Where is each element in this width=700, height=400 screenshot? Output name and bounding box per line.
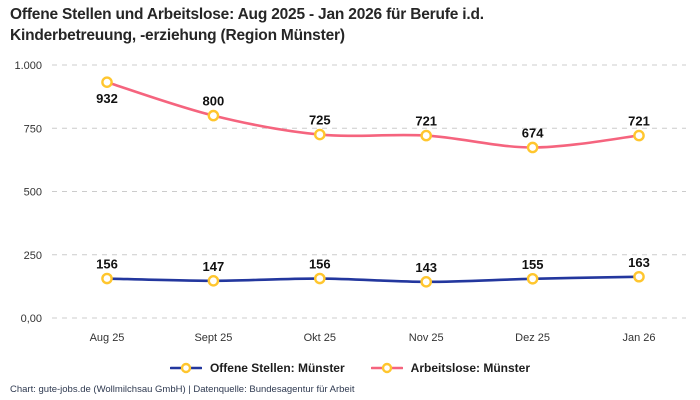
y-tick-label: 0,00 <box>21 313 42 325</box>
y-tick-label: 250 <box>24 250 42 262</box>
y-tick-label: 1.000 <box>14 60 42 72</box>
chart-title: Offene Stellen und Arbeitslose: Aug 2025… <box>10 4 610 46</box>
data-point-marker[interactable] <box>207 275 220 287</box>
chart-title-line1: Offene Stellen und Arbeitslose: Aug 2025… <box>10 6 484 23</box>
data-point-label: 163 <box>628 255 650 270</box>
series-line-0 <box>105 275 641 284</box>
x-tick-label: Okt 25 <box>304 332 336 344</box>
data-point-label: 156 <box>309 257 331 272</box>
data-point-label: 932 <box>96 91 118 106</box>
x-tick-label: Nov 25 <box>409 332 444 344</box>
data-point-marker[interactable] <box>313 128 326 141</box>
data-point-label: 147 <box>203 259 225 274</box>
data-point-marker[interactable] <box>207 109 220 122</box>
x-tick-label: Dez 25 <box>515 332 550 344</box>
legend-label-arbeitslose: Arbeitslose: Münster <box>410 361 531 375</box>
data-point-label: 721 <box>415 114 437 129</box>
data-point-label: 725 <box>309 113 331 128</box>
legend: Offene Stellen: Münster Arbeitslose: Mün… <box>0 359 700 377</box>
data-point-marker[interactable] <box>633 129 645 142</box>
x-tick-label: Jan 26 <box>622 332 655 344</box>
data-point-label: 674 <box>522 125 544 140</box>
offene-stellen-swatch-icon <box>169 362 202 374</box>
x-tick-label: Aug 25 <box>90 332 125 344</box>
data-point-marker[interactable] <box>526 141 539 154</box>
y-tick-label: 750 <box>24 123 42 135</box>
series-line-1 <box>105 80 641 149</box>
chart-title-line2: Kinderbetreuung, -erziehung (Region Müns… <box>10 27 345 44</box>
data-point-marker[interactable] <box>526 272 539 285</box>
data-point-marker[interactable] <box>420 276 433 288</box>
line-chart-plot-area: 0,00 250 500 750 1.000 Aug 25 Sept 25 Okt 25 Nov… <box>14 60 686 344</box>
data-point-label: 721 <box>628 114 650 129</box>
data-point-marker[interactable] <box>101 76 113 89</box>
x-tick-label: Sept 25 <box>194 332 232 344</box>
legend-label-offene-stellen: Offene Stellen: Münster <box>209 361 345 375</box>
data-point-label: 156 <box>96 257 118 272</box>
data-point-marker[interactable] <box>420 129 433 142</box>
data-point-label: 143 <box>415 260 437 275</box>
data-point-marker[interactable] <box>633 270 645 283</box>
data-point-marker[interactable] <box>313 272 326 285</box>
data-point-label: 800 <box>203 94 225 109</box>
attribution-text: Chart: gute-jobs.de (Wollmilchsau GmbH) … <box>10 384 355 395</box>
arbeitslose-swatch-icon <box>370 362 403 374</box>
legend-item-arbeitslose[interactable]: Arbeitslose: Münster <box>370 361 531 375</box>
data-point-label: 155 <box>522 257 544 272</box>
data-point-marker[interactable] <box>101 272 113 285</box>
legend-item-offene-stellen[interactable]: Offene Stellen: Münster <box>169 361 345 375</box>
y-tick-label: 500 <box>24 187 42 199</box>
